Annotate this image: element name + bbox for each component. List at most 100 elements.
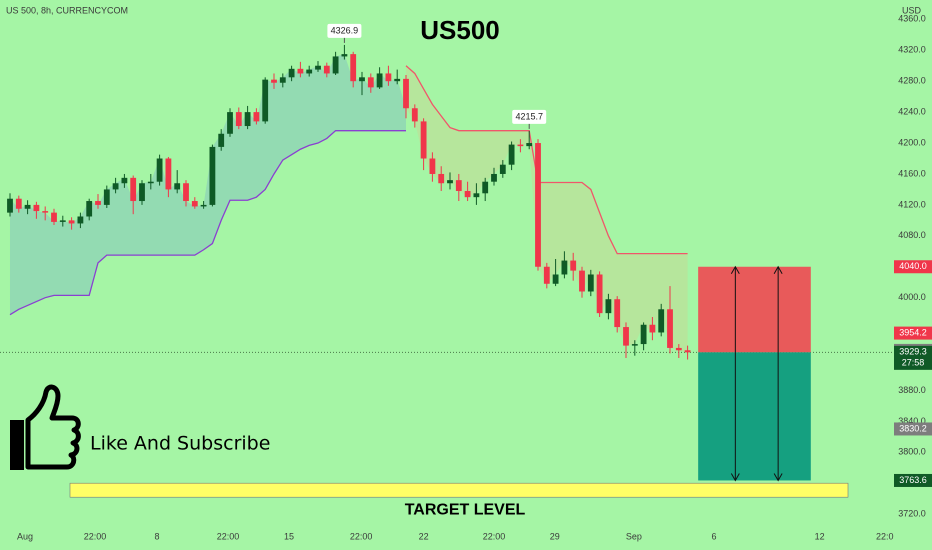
trend-line bbox=[9, 130, 407, 316]
candle-body bbox=[385, 73, 392, 82]
x-tick-label: 8 bbox=[154, 531, 159, 541]
peak-label: 4326.9 bbox=[331, 25, 359, 35]
candle-body bbox=[631, 344, 638, 346]
price-tag-label: 3830.2 bbox=[899, 423, 927, 433]
candle-body bbox=[121, 177, 128, 184]
candle-body bbox=[649, 324, 656, 333]
candle-body bbox=[306, 69, 313, 74]
candle-body bbox=[587, 274, 594, 292]
thumb-icon bbox=[10, 384, 81, 470]
y-tick-label: 4160.0 bbox=[898, 168, 926, 178]
candle-body bbox=[191, 201, 198, 207]
candle-body bbox=[86, 201, 93, 217]
price-tag-label: 3763.6 bbox=[899, 475, 927, 485]
candle-body bbox=[526, 143, 533, 147]
candle-body bbox=[253, 112, 260, 122]
annotation: Like And Subscribe bbox=[90, 433, 270, 455]
candle-body bbox=[165, 158, 172, 190]
candle-body bbox=[667, 309, 673, 348]
candle-body bbox=[403, 78, 409, 109]
price-tag bbox=[894, 345, 932, 370]
candle-body bbox=[464, 190, 471, 198]
candle-body bbox=[315, 65, 321, 70]
y-tick-label: 4080.0 bbox=[898, 230, 926, 240]
candle-body bbox=[139, 183, 145, 202]
x-tick-label: 29 bbox=[550, 531, 560, 541]
candle-body bbox=[367, 77, 374, 88]
x-tick-label: 22:0 bbox=[876, 531, 894, 541]
candle-body bbox=[552, 274, 559, 284]
candle-body bbox=[438, 173, 445, 184]
candle-body bbox=[271, 79, 277, 83]
candle-body bbox=[341, 54, 348, 57]
y-tick-label: 3840.0 bbox=[898, 416, 926, 426]
candle-body bbox=[24, 204, 31, 209]
x-tick-label: 6 bbox=[711, 531, 716, 541]
candle-body bbox=[561, 260, 568, 275]
candle-body bbox=[579, 270, 585, 292]
trend-fill bbox=[9, 54, 407, 315]
candle-body bbox=[42, 211, 49, 213]
candle-body bbox=[200, 204, 207, 207]
x-tick-label: 22:00 bbox=[217, 531, 240, 541]
candle-body bbox=[103, 189, 110, 205]
peak-box bbox=[327, 23, 362, 38]
x-axis-area bbox=[0, 525, 932, 550]
candle-body bbox=[429, 158, 436, 174]
candle-body bbox=[174, 183, 181, 190]
candle-body bbox=[59, 220, 66, 222]
price-tag-label: 3954.2 bbox=[899, 327, 927, 337]
candle-body bbox=[95, 201, 101, 205]
target-label: TARGET LEVEL bbox=[405, 501, 526, 518]
x-tick-label: 22:00 bbox=[84, 531, 107, 541]
y-tick-label: 3720.0 bbox=[898, 509, 926, 519]
candle-body bbox=[209, 146, 216, 205]
candle-body bbox=[411, 108, 418, 122]
y-tick-label: 4000.0 bbox=[898, 292, 926, 302]
countdown: 27:58 bbox=[902, 358, 925, 368]
target-zone bbox=[698, 352, 811, 481]
candle-body bbox=[262, 79, 269, 122]
target-bar bbox=[69, 482, 849, 498]
candle-body bbox=[218, 133, 225, 147]
plot-area: Aug 22:00 8 22:00 15 22:00 22 22:00 29 Sep 6 12 22:0… bbox=[0, 14, 932, 550]
candle-body bbox=[605, 299, 612, 314]
x-tick-label: Sep bbox=[626, 531, 642, 541]
candle-body bbox=[570, 260, 577, 271]
y-tick-label: 3880.0 bbox=[898, 385, 926, 395]
candle-body bbox=[623, 327, 629, 346]
candle-body bbox=[130, 177, 137, 202]
candle-body bbox=[350, 54, 357, 82]
candle-body bbox=[359, 77, 365, 82]
candle-body bbox=[183, 183, 189, 202]
candle-body bbox=[675, 347, 682, 351]
candle-body bbox=[288, 68, 295, 78]
candle-body bbox=[394, 78, 401, 82]
candle-body bbox=[482, 181, 489, 194]
x-tick-label: 15 bbox=[284, 531, 294, 541]
x-tick-label: Aug bbox=[17, 531, 33, 541]
candle-body bbox=[15, 198, 22, 209]
candle-body bbox=[447, 180, 453, 184]
y-tick-label: 4320.0 bbox=[898, 45, 926, 55]
candle-body bbox=[543, 266, 550, 284]
candle-body bbox=[658, 309, 665, 333]
peak-label: 4215.7 bbox=[515, 111, 543, 121]
candle-body bbox=[156, 158, 163, 182]
price-tag bbox=[894, 473, 932, 487]
candle-body bbox=[455, 180, 462, 191]
arrow-head bbox=[773, 265, 783, 482]
y-tick-label: 4120.0 bbox=[898, 199, 926, 209]
y-tick-label: 4280.0 bbox=[898, 76, 926, 86]
candle-body bbox=[684, 350, 691, 353]
candle-body bbox=[535, 143, 541, 267]
candle-body bbox=[640, 324, 647, 345]
y-tick-label: 4360.0 bbox=[898, 14, 926, 24]
price-tag bbox=[894, 326, 932, 340]
trend-fill bbox=[406, 65, 688, 353]
candle-body bbox=[147, 181, 154, 184]
price-tag bbox=[894, 260, 932, 274]
candle-body bbox=[508, 144, 515, 165]
y-tick-label: 4240.0 bbox=[898, 106, 926, 116]
x-tick-label: 22:00 bbox=[350, 531, 373, 541]
